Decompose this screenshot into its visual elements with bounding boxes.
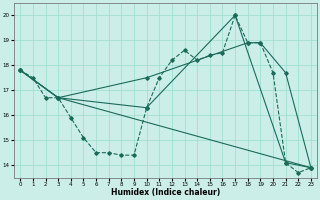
X-axis label: Humidex (Indice chaleur): Humidex (Indice chaleur)	[111, 188, 220, 197]
